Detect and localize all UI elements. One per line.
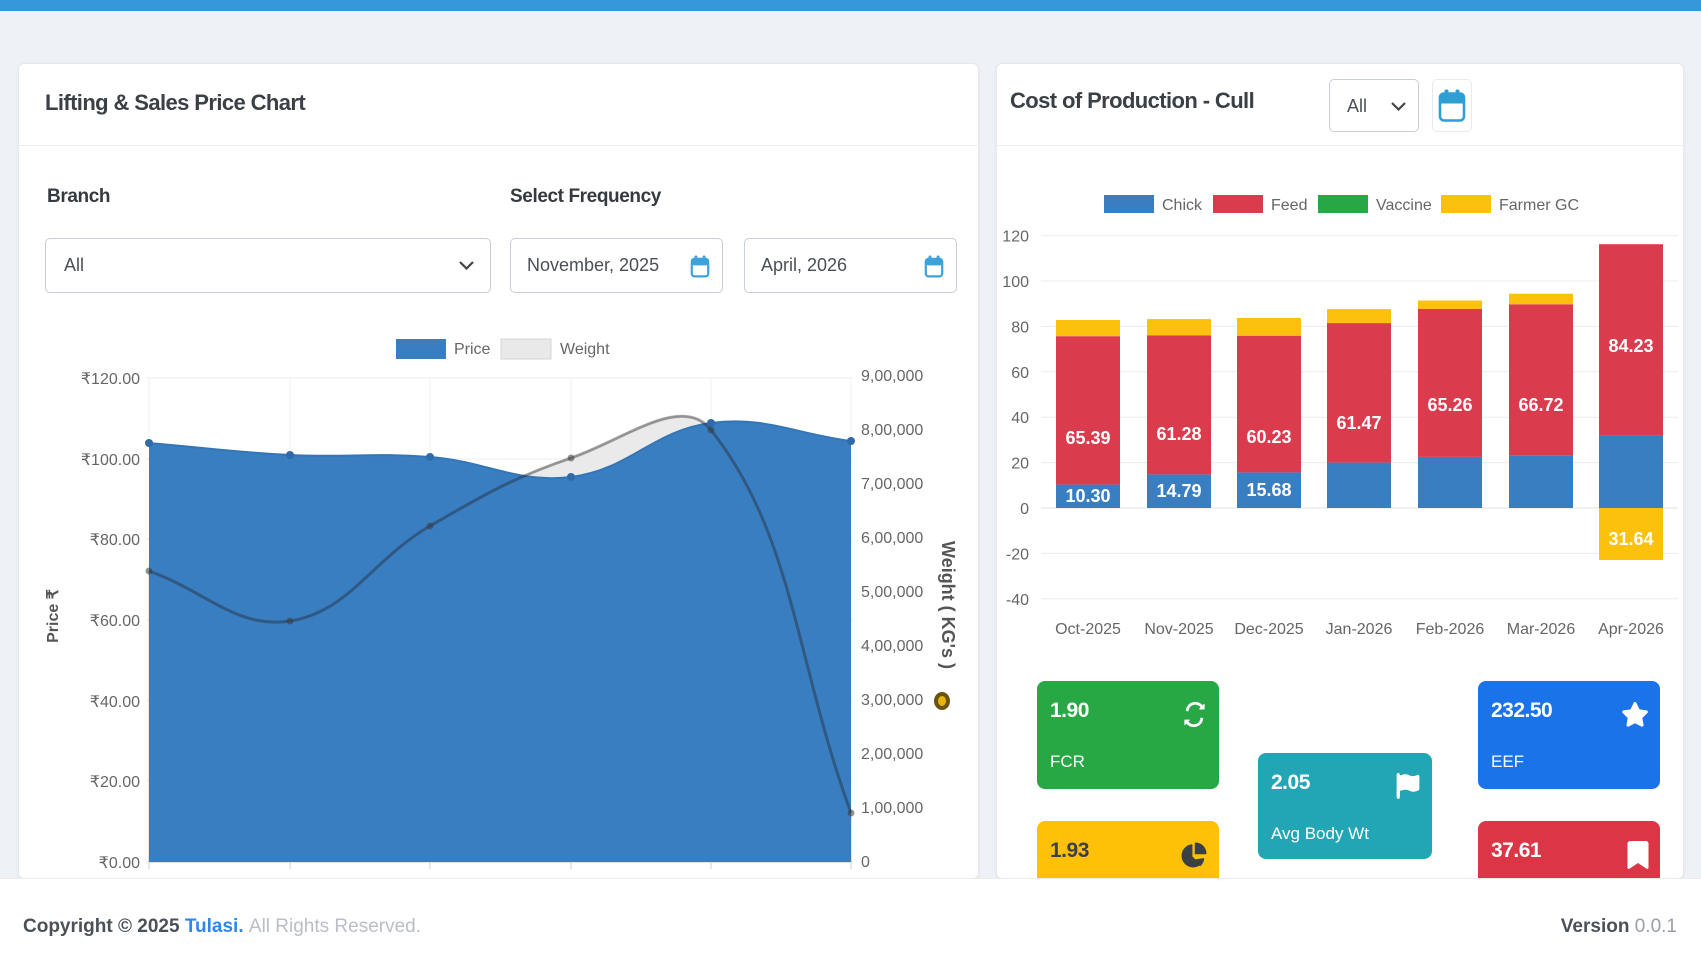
svg-text:Price: Price [454, 341, 491, 358]
svg-text:61.47: 61.47 [1336, 413, 1381, 433]
svg-text:0: 0 [1020, 501, 1029, 518]
svg-text:Nov-2025: Nov-2025 [1144, 621, 1213, 638]
svg-text:Weight ( KG's ): Weight ( KG's ) [938, 541, 958, 669]
svg-text:₹0.00: ₹0.00 [99, 855, 140, 872]
svg-text:84.23: 84.23 [1608, 336, 1653, 356]
svg-text:100: 100 [1002, 274, 1029, 291]
svg-text:₹80.00: ₹80.00 [90, 532, 140, 549]
svg-text:1,00,000: 1,00,000 [861, 800, 923, 817]
svg-text:Oct-2025: Oct-2025 [1055, 621, 1121, 638]
svg-text:4,00,000: 4,00,000 [861, 638, 923, 655]
svg-text:66.72: 66.72 [1518, 395, 1563, 415]
svg-text:65.39: 65.39 [1065, 428, 1110, 448]
svg-text:20: 20 [1011, 456, 1029, 473]
svg-text:Farmer GC: Farmer GC [1499, 197, 1579, 214]
svg-text:Dec-2025: Dec-2025 [1234, 621, 1303, 638]
svg-text:Feb-2026: Feb-2026 [1416, 621, 1485, 638]
svg-text:Mar-2026: Mar-2026 [1507, 621, 1576, 638]
svg-text:15.68: 15.68 [1246, 480, 1291, 500]
svg-text:60.23: 60.23 [1246, 427, 1291, 447]
svg-text:Weight: Weight [560, 341, 610, 358]
svg-text:Jan-2026: Jan-2026 [1326, 621, 1393, 638]
svg-text:65.26: 65.26 [1427, 395, 1472, 415]
svg-text:-40: -40 [1006, 592, 1029, 609]
svg-text:Feed: Feed [1271, 197, 1307, 214]
svg-text:0: 0 [861, 854, 870, 871]
svg-text:61.28: 61.28 [1156, 424, 1201, 444]
svg-text:40: 40 [1011, 410, 1029, 427]
svg-text:9,00,000: 9,00,000 [861, 368, 923, 385]
svg-text:5,00,000: 5,00,000 [861, 584, 923, 601]
svg-text:2,00,000: 2,00,000 [861, 746, 923, 763]
svg-text:Chick: Chick [1162, 197, 1203, 214]
svg-text:60: 60 [1011, 365, 1029, 382]
svg-text:Apr-2026: Apr-2026 [1598, 621, 1664, 638]
svg-text:₹20.00: ₹20.00 [90, 774, 140, 791]
svg-text:3,00,000: 3,00,000 [861, 692, 923, 709]
svg-text:₹40.00: ₹40.00 [90, 694, 140, 711]
svg-text:₹120.00: ₹120.00 [81, 371, 140, 388]
svg-text:80: 80 [1011, 319, 1029, 336]
svg-text:7,00,000: 7,00,000 [861, 476, 923, 493]
svg-text:10.30: 10.30 [1065, 486, 1110, 506]
svg-text:14.79: 14.79 [1156, 481, 1201, 501]
svg-text:Price ₹: Price ₹ [45, 589, 62, 643]
svg-text:₹60.00: ₹60.00 [90, 613, 140, 630]
svg-text:6,00,000: 6,00,000 [861, 530, 923, 547]
svg-text:8,00,000: 8,00,000 [861, 422, 923, 439]
svg-text:31.64: 31.64 [1608, 529, 1653, 549]
svg-text:120: 120 [1002, 229, 1029, 246]
svg-text:-20: -20 [1006, 546, 1029, 563]
svg-text:₹100.00: ₹100.00 [81, 452, 140, 469]
svg-text:Vaccine: Vaccine [1376, 197, 1432, 214]
